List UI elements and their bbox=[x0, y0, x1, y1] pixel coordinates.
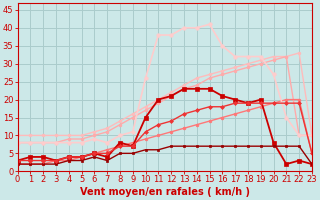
X-axis label: Vent moyen/en rafales ( km/h ): Vent moyen/en rafales ( km/h ) bbox=[80, 187, 250, 197]
